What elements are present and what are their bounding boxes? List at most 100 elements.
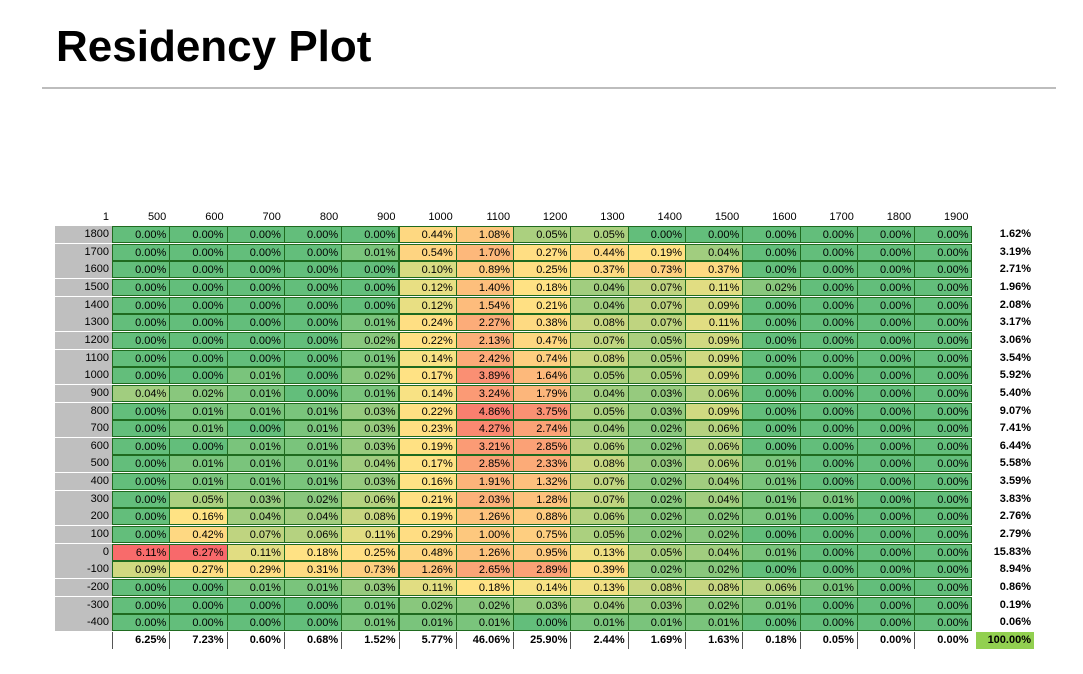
heatmap-cell: 0.00%	[112, 473, 171, 491]
heatmap-cell: 0.01%	[341, 243, 400, 261]
heatmap-cell: 0.25%	[513, 261, 572, 279]
heatmap-cell: 0.00%	[856, 526, 916, 544]
row-header: -400	[55, 614, 112, 632]
heatmap-cell: 0.44%	[570, 243, 629, 261]
heatmap-cell: 0.11%	[398, 579, 457, 596]
heatmap-cell: 0.01%	[169, 455, 228, 473]
heatmap-cell: 0.00%	[914, 420, 973, 438]
heatmap-cell: 0.00%	[742, 367, 801, 385]
heatmap-cell: 0.00%	[112, 314, 171, 332]
heatmap-cell: 0.89%	[455, 261, 515, 279]
heatmap-cell: 0.00%	[799, 278, 858, 296]
page-title: Residency Plot	[56, 22, 372, 71]
heatmap-cell: 0.00%	[742, 226, 801, 243]
heatmap-cell: 0.02%	[627, 561, 686, 579]
column-header: 1500	[714, 211, 740, 223]
heatmap-cell: 0.05%	[627, 349, 686, 367]
heatmap-cell: 0.06%	[742, 579, 801, 596]
heatmap-cell: 0.00%	[112, 243, 171, 261]
heatmap-cell: 0.01%	[226, 367, 285, 385]
heatmap-cell: 0.03%	[627, 402, 686, 420]
heatmap-cell: 0.00%	[169, 579, 228, 596]
column-total: 1.52%	[341, 631, 398, 649]
heatmap-cell: 0.02%	[398, 596, 457, 614]
heatmap-cell: 0.01%	[341, 596, 400, 614]
heatmap-cell: 0.00%	[112, 455, 171, 473]
heatmap-cell: 0.47%	[513, 331, 572, 349]
row-total: 7.41%	[999, 422, 1031, 435]
heatmap-cell: 0.09%	[685, 331, 744, 349]
heatmap-cell: 0.05%	[169, 490, 228, 508]
row-header: -300	[55, 596, 112, 614]
heatmap-cell: 0.03%	[341, 420, 400, 438]
row-header: 1000	[55, 367, 112, 385]
heatmap-cell: 0.00%	[799, 243, 858, 261]
heatmap-cell: 1.32%	[513, 473, 572, 491]
heatmap-cell: 0.03%	[341, 402, 400, 420]
column-total: 0.00%	[856, 631, 914, 649]
heatmap-cell: 0.08%	[570, 349, 629, 367]
heatmap-cell: 2.13%	[455, 331, 515, 349]
heatmap-cell: 2.03%	[455, 490, 515, 508]
heatmap-cell: 0.01%	[226, 437, 285, 455]
column-header: 900	[377, 211, 396, 223]
heatmap-cell: 1.91%	[455, 473, 515, 491]
heatmap-cell: 0.06%	[283, 526, 343, 544]
column-header: 500	[147, 211, 167, 223]
heatmap-cell: 0.00%	[112, 579, 171, 596]
heatmap-cell: 0.02%	[627, 490, 686, 508]
heatmap-cell: 0.02%	[627, 526, 686, 544]
heatmap-cell: 0.14%	[513, 579, 572, 596]
heatmap-cell: 0.07%	[226, 526, 285, 544]
column-header: 1300	[600, 211, 625, 223]
heatmap-cell: 0.11%	[341, 526, 400, 544]
heatmap-cell: 0.00%	[856, 473, 916, 491]
heatmap-cell: 0.00%	[226, 314, 285, 332]
column-header: 1400	[657, 211, 682, 223]
row-total: 5.40%	[999, 386, 1031, 399]
heatmap-cell: 2.85%	[513, 437, 572, 455]
heatmap-cell: 0.01%	[283, 402, 343, 420]
row-header: 200	[55, 508, 112, 526]
heatmap-cell: 0.01%	[341, 384, 400, 402]
column-total: 0.18%	[742, 631, 799, 649]
heatmap-cell: 1.08%	[455, 226, 515, 243]
row-header: 100	[55, 526, 112, 544]
heatmap-cell: 0.23%	[398, 420, 457, 438]
heatmap-cell: 0.00%	[112, 349, 171, 367]
heatmap-cell: 0.00%	[742, 437, 801, 455]
heatmap-cell: 0.00%	[112, 226, 171, 243]
heatmap-cell: 0.00%	[856, 508, 916, 526]
column-header: 600	[205, 211, 224, 223]
heatmap-cell: 0.03%	[513, 596, 572, 614]
heatmap-cell: 0.01%	[685, 614, 744, 632]
heatmap-cell: 0.00%	[914, 508, 973, 526]
heatmap-cell: 0.00%	[169, 596, 228, 614]
heatmap-cell: 0.01%	[742, 596, 801, 614]
title-divider	[42, 87, 1056, 89]
corner-label: 1	[102, 211, 109, 223]
heatmap-cell: 0.00%	[169, 296, 228, 314]
heatmap-cell: 0.05%	[627, 367, 686, 385]
heatmap-cell: 0.00%	[856, 226, 916, 243]
heatmap-cell: 0.00%	[283, 384, 343, 402]
heatmap-cell: 0.00%	[914, 296, 973, 314]
heatmap-cell: 0.00%	[112, 490, 171, 508]
heatmap-cell: 0.19%	[398, 437, 457, 455]
row-header: 700	[55, 420, 112, 438]
heatmap-cell: 0.22%	[398, 402, 457, 420]
heatmap-cell: 0.00%	[169, 243, 228, 261]
heatmap-cell: 0.01%	[283, 473, 343, 491]
row-total: 3.59%	[999, 475, 1031, 488]
heatmap-cell: 1.28%	[513, 490, 572, 508]
column-total: 0.60%	[226, 631, 284, 649]
row-header: 400	[55, 473, 112, 491]
heatmap-cell: 3.75%	[513, 402, 572, 420]
heatmap-cell: 0.39%	[570, 561, 629, 579]
heatmap-cell: 0.01%	[283, 437, 343, 455]
heatmap-cell: 0.00%	[169, 367, 228, 385]
heatmap-cell: 0.01%	[570, 614, 629, 632]
heatmap-cell: 0.00%	[914, 473, 973, 491]
heatmap-cell: 0.12%	[398, 278, 457, 296]
row-header: 1100	[55, 349, 112, 367]
